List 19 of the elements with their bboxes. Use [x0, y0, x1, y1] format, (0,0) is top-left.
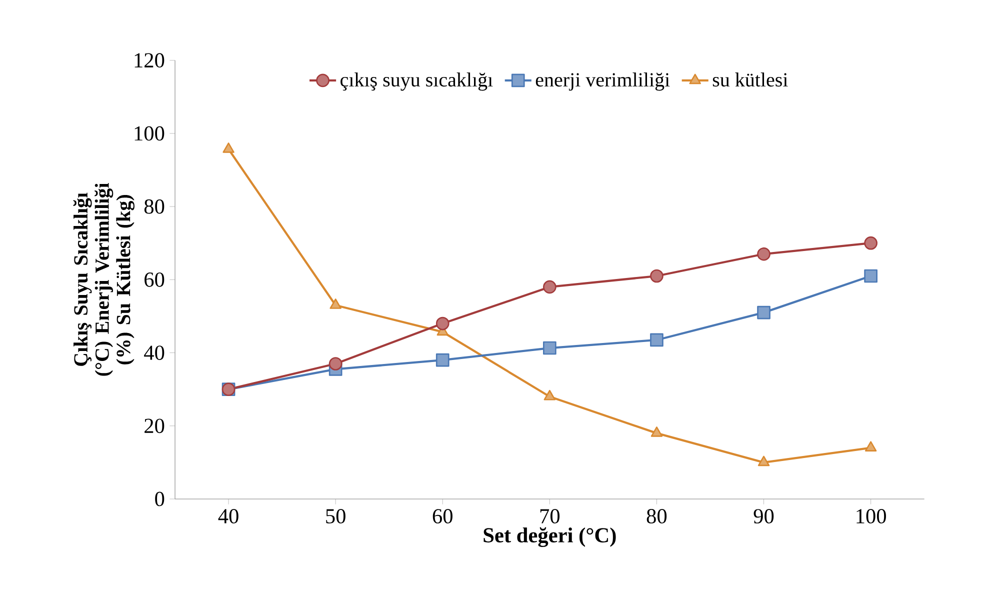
y-tick-label: 120 — [134, 53, 164, 68]
y-tick-label: 0 — [155, 492, 164, 506]
y-tick-label: 60 — [144, 272, 164, 287]
legend-label: enerji verimliliği — [536, 72, 670, 91]
y-tick-label: 100 — [134, 126, 164, 141]
y-axis-title: Çıkış Suyu Sıcaklığı (°C) Enerji Verimliliği (%) Su Kütlesi (kg) — [73, 182, 134, 376]
x-tick-label: 90 — [754, 509, 774, 524]
x-axis-title: Set değeri (°C) — [484, 527, 616, 547]
x-tick-label: 100 — [856, 509, 886, 524]
x-tick-label: 40 — [218, 509, 238, 524]
x-tick-label: 70 — [540, 509, 560, 524]
x-tick-label: 50 — [326, 509, 346, 524]
y-tick-label: 40 — [144, 346, 164, 360]
legend-label: çıkış suyu sıcaklığı — [340, 72, 493, 91]
x-tick-label: 80 — [646, 509, 667, 524]
y-tick-label: 20 — [144, 418, 164, 434]
x-tick-label: 60 — [432, 509, 452, 524]
y-tick-label: 80 — [144, 199, 164, 214]
legend-label: su kütlesi — [712, 72, 788, 87]
